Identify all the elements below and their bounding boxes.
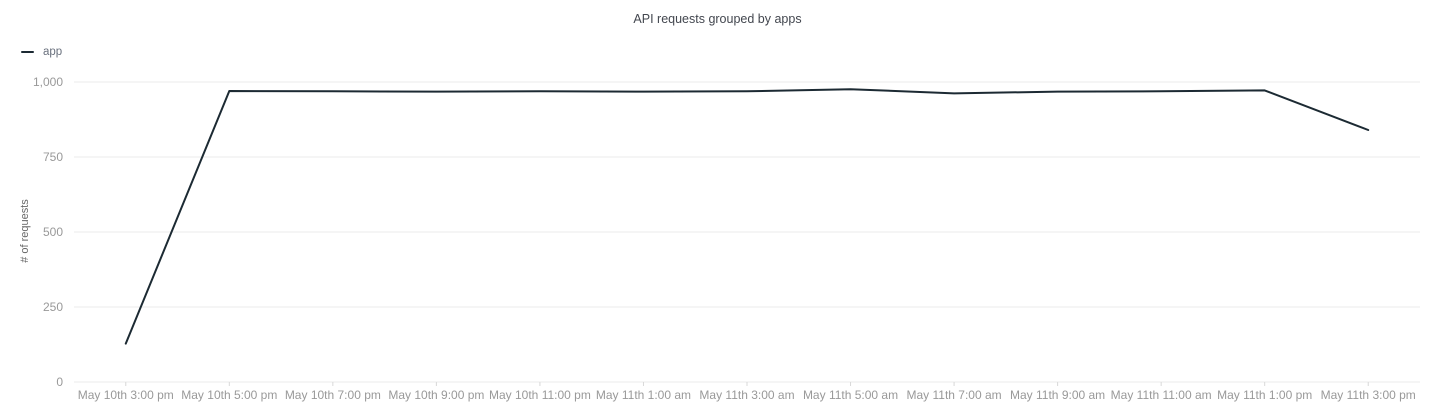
y-tick-label: 1,000: [33, 75, 63, 89]
x-tick-label: May 10th 3:00 pm: [78, 388, 174, 402]
x-tick-label: May 10th 11:00 pm: [489, 388, 591, 402]
x-tick-label: May 10th 5:00 pm: [181, 388, 277, 402]
y-tick-label: 0: [56, 375, 63, 389]
x-tick-label: May 11th 7:00 am: [906, 388, 1001, 402]
x-tick-label: May 10th 7:00 pm: [285, 388, 381, 402]
x-tick-label: May 11th 1:00 am: [596, 388, 691, 402]
x-tick-label: May 10th 9:00 pm: [388, 388, 484, 402]
x-tick-label: May 11th 5:00 am: [803, 388, 898, 402]
x-tick-label: May 11th 11:00 am: [1111, 388, 1212, 402]
x-tick-label: May 11th 3:00 pm: [1321, 388, 1416, 402]
x-tick-label: May 11th 3:00 am: [699, 388, 794, 402]
line-chart-svg[interactable]: 0 250 500 750 1,000 May 10th 3:00 pm May 10th …: [0, 0, 1435, 417]
x-tick-label: May 11th 1:00 pm: [1217, 388, 1312, 402]
y-tick-label: 500: [43, 225, 63, 239]
y-tick-label: 750: [43, 150, 63, 164]
y-tick-label: 250: [43, 300, 63, 314]
api-requests-chart: API requests grouped by apps app # of re…: [0, 0, 1435, 417]
x-tick-label: May 11th 9:00 am: [1010, 388, 1105, 402]
series-line-app: [126, 89, 1368, 343]
